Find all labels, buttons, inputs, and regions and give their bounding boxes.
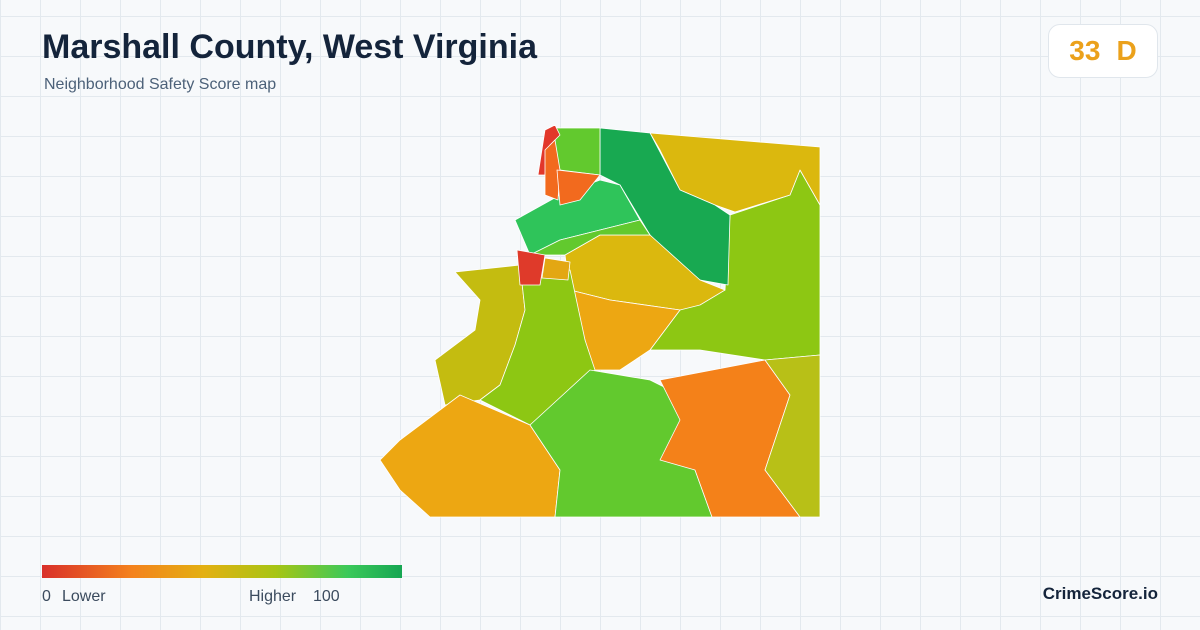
score-badge: 33 D — [1048, 24, 1158, 78]
region — [554, 127, 601, 176]
subtitle: Neighborhood Safety Score map — [44, 76, 277, 93]
region — [516, 249, 546, 286]
region — [649, 132, 821, 213]
score-value: 33 — [1069, 35, 1101, 66]
legend-max: 100 — [313, 588, 340, 605]
region — [479, 264, 596, 426]
legend-max-label: Higher — [249, 588, 297, 605]
legend-min: 0 — [42, 588, 51, 605]
score-grade: D — [1116, 35, 1137, 66]
region — [541, 257, 571, 281]
brand: CrimeScore.io — [1042, 584, 1158, 603]
legend-min-label: Lower — [62, 588, 106, 605]
region — [556, 169, 601, 206]
region — [764, 354, 821, 518]
region — [529, 219, 651, 256]
title: Marshall County, West Virginia — [42, 28, 537, 66]
region — [599, 127, 731, 286]
legend-gradient — [42, 565, 402, 578]
